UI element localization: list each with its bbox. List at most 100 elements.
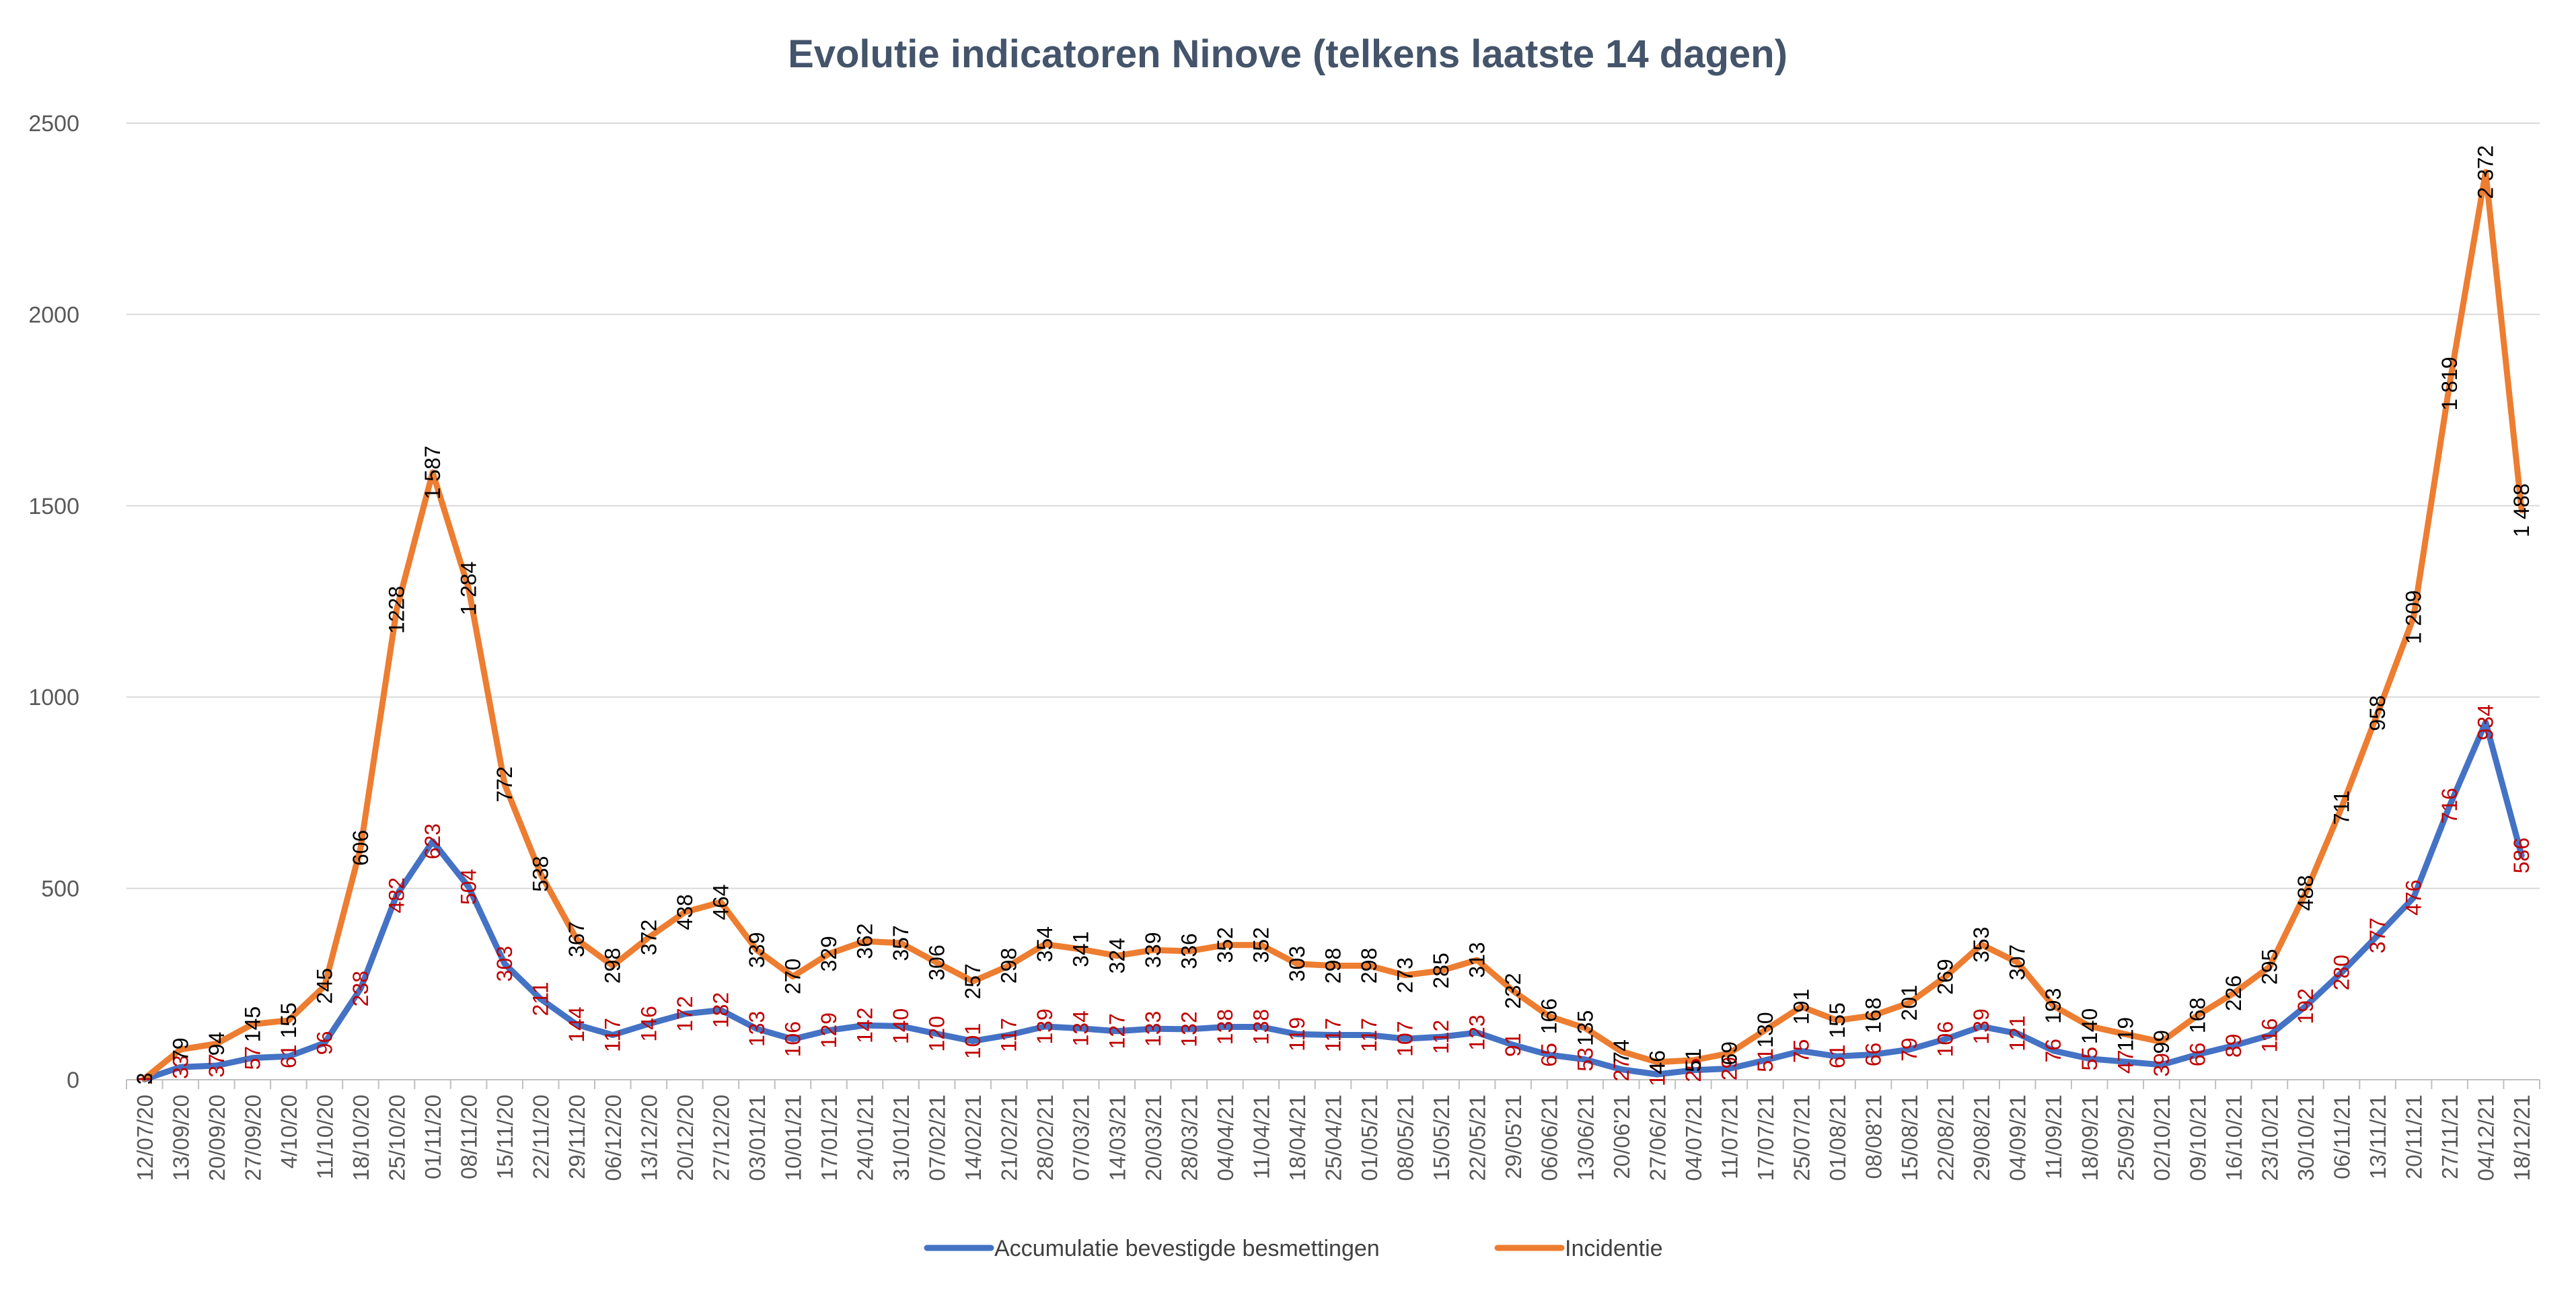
data-label-series-0: 25 — [1681, 1058, 1705, 1082]
data-label-series-0: 123 — [1465, 1014, 1489, 1050]
x-tick-label: 21/02/21 — [997, 1095, 1022, 1181]
x-tick-label: 18/04/21 — [1285, 1095, 1310, 1181]
data-label-series-1: 69 — [1717, 1041, 1741, 1066]
x-tick-label: 07/02/21 — [925, 1095, 950, 1181]
data-label-series-0: 75 — [1789, 1039, 1813, 1064]
x-tick-label: 22/08/21 — [1934, 1095, 1958, 1181]
data-label-series-1: 3 — [133, 1072, 157, 1084]
x-tick-label: 28/02/21 — [1033, 1095, 1058, 1181]
x-tick-label: 11/07/21 — [1717, 1095, 1742, 1179]
y-tick-label-2000: 2000 — [28, 302, 79, 328]
data-label-series-1: 168 — [1862, 998, 1886, 1033]
data-label-series-0: 120 — [925, 1016, 949, 1051]
x-tick-label: 18/09/21 — [2077, 1095, 2102, 1181]
data-label-series-0: 280 — [2330, 955, 2354, 990]
x-tick-label: 11/09/21 — [2041, 1095, 2066, 1179]
x-tick-label: 20/11/21 — [2402, 1095, 2427, 1179]
data-label-series-1: 329 — [817, 936, 841, 971]
x-tick-label: 02/10/21 — [2149, 1095, 2174, 1181]
x-tick-label: 15/05/21 — [1429, 1095, 1454, 1181]
x-tick-label: 20/12/20 — [673, 1095, 698, 1181]
x-tick-label: 22/11/20 — [529, 1095, 554, 1179]
data-label-series-1: 324 — [1105, 938, 1129, 973]
x-tick-label: 13/09/20 — [168, 1095, 193, 1181]
data-label-series-0: 53 — [1573, 1047, 1597, 1072]
x-tick-label: 01/08/21 — [1825, 1095, 1850, 1181]
x-tick-label: 14/03/21 — [1105, 1095, 1130, 1181]
data-label-series-0: 134 — [1069, 1010, 1093, 1046]
data-label-series-0: 211 — [529, 982, 553, 1016]
x-tick-label: 13/06/21 — [1573, 1095, 1598, 1181]
data-label-series-1: 46 — [1645, 1050, 1669, 1074]
data-label-series-0: 182 — [708, 992, 733, 1028]
data-label-series-0: 716 — [2437, 788, 2462, 823]
data-label-series-0: 623 — [420, 823, 445, 859]
x-tick-label: 25/04/21 — [1321, 1095, 1346, 1181]
x-tick-label: 04/09/21 — [2005, 1095, 2030, 1181]
data-label-series-0: 51 — [1753, 1048, 1777, 1072]
data-label-series-0: 482 — [385, 877, 409, 913]
data-label-series-0: 96 — [312, 1031, 336, 1056]
data-label-series-0: 66 — [2185, 1043, 2209, 1067]
data-label-series-1: 99 — [2149, 1030, 2174, 1054]
data-label-series-0: 57 — [240, 1046, 264, 1070]
data-label-series-0: 139 — [1969, 1008, 1993, 1044]
data-label-series-0: 117 — [1321, 1018, 1346, 1052]
x-tick-label: 27/09/20 — [240, 1095, 265, 1181]
data-label-series-1: 273 — [1393, 957, 1418, 993]
data-label-series-0: 76 — [2041, 1039, 2065, 1063]
y-axis-ticks: 0 500 1000 1500 2000 2500 — [28, 111, 79, 1093]
data-label-series-0: 112 — [1429, 1020, 1453, 1054]
x-tick-label: 17/01/21 — [817, 1095, 842, 1181]
legend-label-1: Incidentie — [1565, 1236, 1663, 1261]
x-tick-label: 03/01/21 — [745, 1095, 770, 1181]
data-label-series-1: 606 — [348, 830, 373, 866]
x-tick-label: 23/10/21 — [2257, 1095, 2282, 1181]
x-tick-label: 25/09/21 — [2113, 1095, 2138, 1181]
data-label-series-0: 377 — [2365, 918, 2390, 953]
x-tick-label: 25/10/20 — [385, 1095, 410, 1181]
data-label-series-1: 336 — [1177, 933, 1201, 969]
x-tick-label: 09/10/21 — [2185, 1095, 2210, 1181]
data-label-series-1: 155 — [1825, 1002, 1849, 1038]
x-tick-label: 10/01/21 — [780, 1095, 805, 1181]
x-tick-label: 28/03/21 — [1177, 1095, 1202, 1181]
x-tick-label: 17/07/21 — [1753, 1095, 1778, 1181]
data-label-series-1: 313 — [1465, 942, 1489, 977]
data-label-series-1: 166 — [1537, 998, 1561, 1034]
x-tick-label: 08/11/20 — [457, 1095, 482, 1179]
data-label-series-1: 1 488 — [2509, 484, 2534, 538]
data-label-series-1: 711 — [2330, 790, 2354, 825]
x-axis-ticks: 12/07/20 13/09/20 20/09/20 27/09/20 4/10/20 1… — [126, 1080, 2540, 1181]
y-tick-label-2500: 2500 — [28, 111, 79, 137]
data-label-series-0: 117 — [1357, 1018, 1381, 1052]
x-tick-label: 25/07/21 — [1789, 1095, 1814, 1181]
x-tick-label: 01/05/21 — [1357, 1095, 1382, 1181]
data-label-series-0: 129 — [817, 1012, 841, 1048]
data-label-series-1: 232 — [1501, 973, 1525, 1008]
x-tick-label: 12/07/20 — [133, 1095, 157, 1181]
data-label-series-0: 127 — [1105, 1013, 1129, 1049]
x-tick-label: 16/10/21 — [2221, 1095, 2246, 1181]
data-label-series-1: 303 — [1285, 946, 1309, 982]
data-label-series-1: 2 372 — [2474, 145, 2498, 199]
data-label-series-1: 352 — [1249, 927, 1273, 963]
data-label-series-1: 94 — [205, 1032, 229, 1056]
data-label-series-0: 303 — [492, 946, 517, 982]
data-label-series-1: 307 — [2005, 945, 2030, 980]
data-label-series-1: 352 — [1213, 927, 1237, 963]
data-label-series-0: 133 — [745, 1011, 769, 1047]
x-tick-label: 15/11/20 — [492, 1095, 517, 1179]
data-label-series-1: 464 — [708, 884, 733, 920]
x-tick-label: 04/12/21 — [2474, 1095, 2499, 1181]
data-label-series-1: 269 — [1934, 959, 1958, 994]
y-tick-label-0: 0 — [67, 1068, 79, 1093]
x-tick-label: 15/08/21 — [1897, 1095, 1922, 1181]
data-label-series-0: 79 — [1897, 1037, 1921, 1062]
data-label-series-1: 438 — [673, 894, 697, 930]
x-tick-label: 07/03/21 — [1069, 1095, 1094, 1181]
x-tick-label: 27/12/20 — [708, 1095, 733, 1181]
data-label-series-0: 133 — [1141, 1011, 1165, 1047]
